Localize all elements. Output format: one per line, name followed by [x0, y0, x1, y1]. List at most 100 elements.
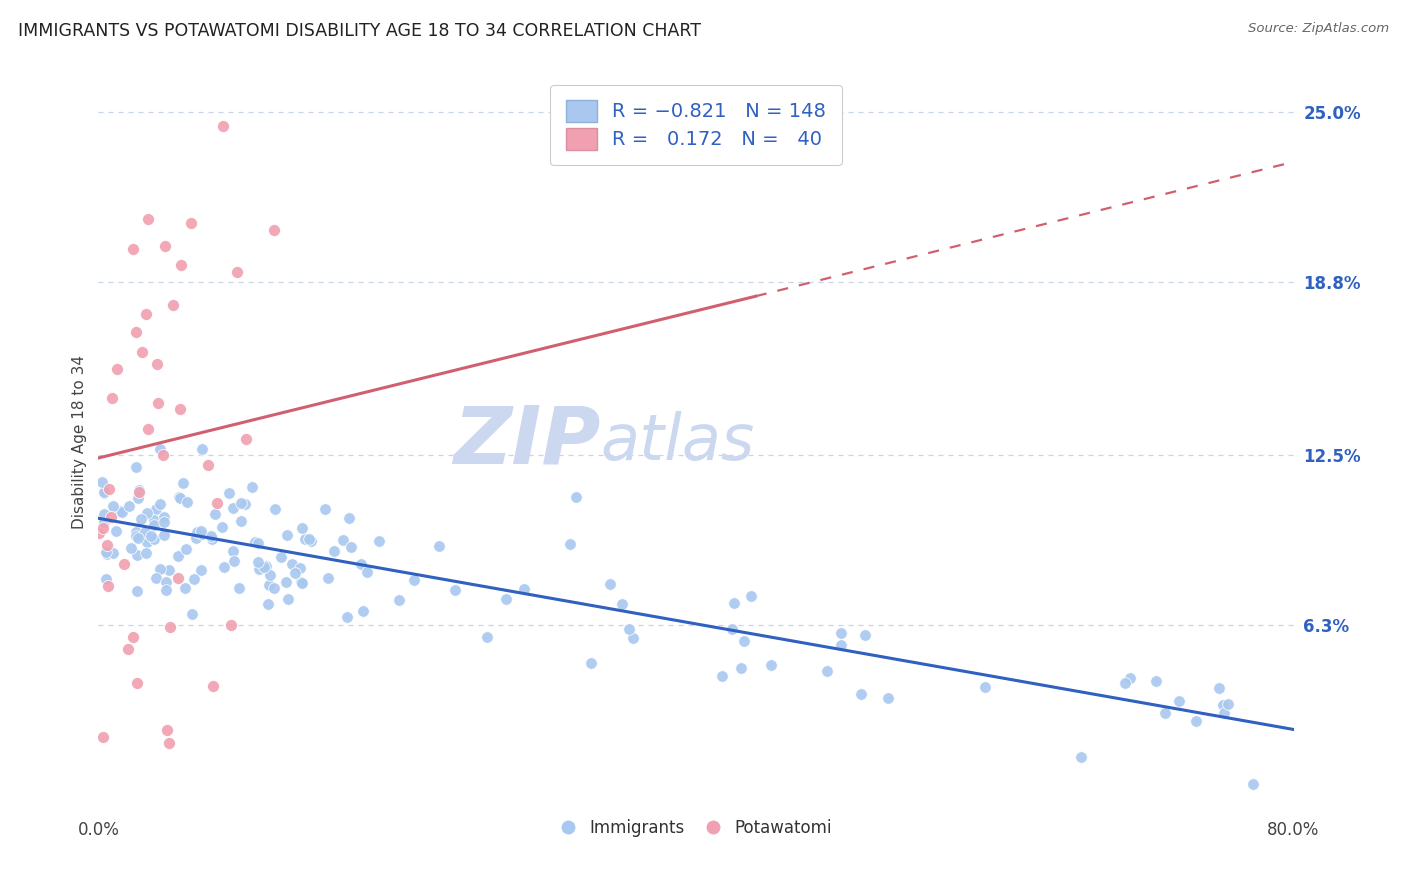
- Point: [299, 533, 322, 548]
- Point: [222, 544, 245, 558]
- Point: [157, 736, 180, 750]
- Point: [93, 731, 115, 745]
- Point: [257, 597, 280, 611]
- Point: [740, 589, 762, 603]
- Point: [235, 432, 257, 446]
- Point: [134, 525, 156, 540]
- Point: [231, 496, 253, 510]
- Point: [254, 559, 277, 574]
- Point: [314, 501, 336, 516]
- Point: [214, 559, 236, 574]
- Point: [153, 510, 176, 524]
- Point: [246, 535, 269, 549]
- Point: [155, 575, 177, 590]
- Point: [135, 307, 157, 321]
- Point: [218, 486, 240, 500]
- Point: [277, 591, 299, 606]
- Point: [849, 687, 872, 701]
- Point: [97, 482, 120, 496]
- Point: [153, 527, 176, 541]
- Point: [143, 518, 166, 533]
- Point: [219, 618, 242, 632]
- Point: [973, 680, 995, 694]
- Point: [190, 524, 212, 538]
- Point: [204, 507, 226, 521]
- Point: [157, 563, 180, 577]
- Point: [200, 529, 222, 543]
- Point: [128, 485, 150, 500]
- Point: [127, 491, 149, 505]
- Point: [257, 578, 280, 592]
- Point: [318, 571, 340, 585]
- Point: [129, 511, 152, 525]
- Point: [404, 573, 426, 587]
- Point: [125, 525, 148, 540]
- Point: [294, 533, 316, 547]
- Point: [127, 584, 149, 599]
- Point: [565, 490, 588, 504]
- Point: [270, 549, 292, 564]
- Point: [136, 506, 159, 520]
- Point: [245, 534, 267, 549]
- Point: [93, 485, 115, 500]
- Point: [477, 630, 499, 644]
- Point: [120, 541, 142, 555]
- Point: [197, 458, 219, 472]
- Point: [298, 532, 321, 546]
- Point: [87, 525, 110, 540]
- Point: [1216, 698, 1239, 712]
- Point: [159, 620, 181, 634]
- Point: [131, 344, 153, 359]
- Point: [96, 547, 118, 561]
- Point: [1185, 714, 1208, 728]
- Point: [127, 675, 149, 690]
- Point: [721, 622, 744, 636]
- Point: [388, 593, 411, 607]
- Point: [281, 558, 304, 572]
- Point: [233, 497, 256, 511]
- Point: [284, 566, 307, 581]
- Point: [94, 545, 117, 559]
- Point: [207, 496, 229, 510]
- Point: [125, 529, 148, 543]
- Point: [146, 396, 169, 410]
- Point: [100, 509, 122, 524]
- Point: [174, 542, 197, 557]
- Point: [599, 577, 621, 591]
- Point: [202, 679, 225, 693]
- Point: [815, 665, 838, 679]
- Point: [162, 298, 184, 312]
- Legend: Immigrants, Potawatomi: Immigrants, Potawatomi: [553, 813, 839, 844]
- Point: [91, 521, 114, 535]
- Point: [101, 391, 124, 405]
- Text: atlas: atlas: [600, 410, 755, 473]
- Point: [167, 571, 190, 585]
- Point: [730, 661, 752, 675]
- Point: [139, 531, 162, 545]
- Point: [246, 555, 269, 569]
- Point: [191, 526, 214, 541]
- Point: [619, 622, 641, 636]
- Point: [180, 607, 202, 621]
- Point: [183, 572, 205, 586]
- Point: [276, 574, 298, 589]
- Point: [253, 559, 276, 574]
- Point: [612, 597, 634, 611]
- Point: [125, 325, 148, 339]
- Point: [186, 531, 208, 545]
- Point: [1241, 777, 1264, 791]
- Point: [263, 581, 285, 595]
- Point: [723, 596, 745, 610]
- Point: [145, 502, 167, 516]
- Point: [118, 499, 141, 513]
- Point: [125, 460, 148, 475]
- Point: [143, 532, 166, 546]
- Point: [877, 690, 900, 705]
- Point: [145, 357, 167, 371]
- Point: [91, 475, 114, 489]
- Point: [264, 502, 287, 516]
- Text: IMMIGRANTS VS POTAWATOMI DISABILITY AGE 18 TO 34 CORRELATION CHART: IMMIGRANTS VS POTAWATOMI DISABILITY AGE …: [18, 22, 702, 40]
- Point: [97, 579, 120, 593]
- Point: [1119, 671, 1142, 685]
- Point: [93, 516, 115, 530]
